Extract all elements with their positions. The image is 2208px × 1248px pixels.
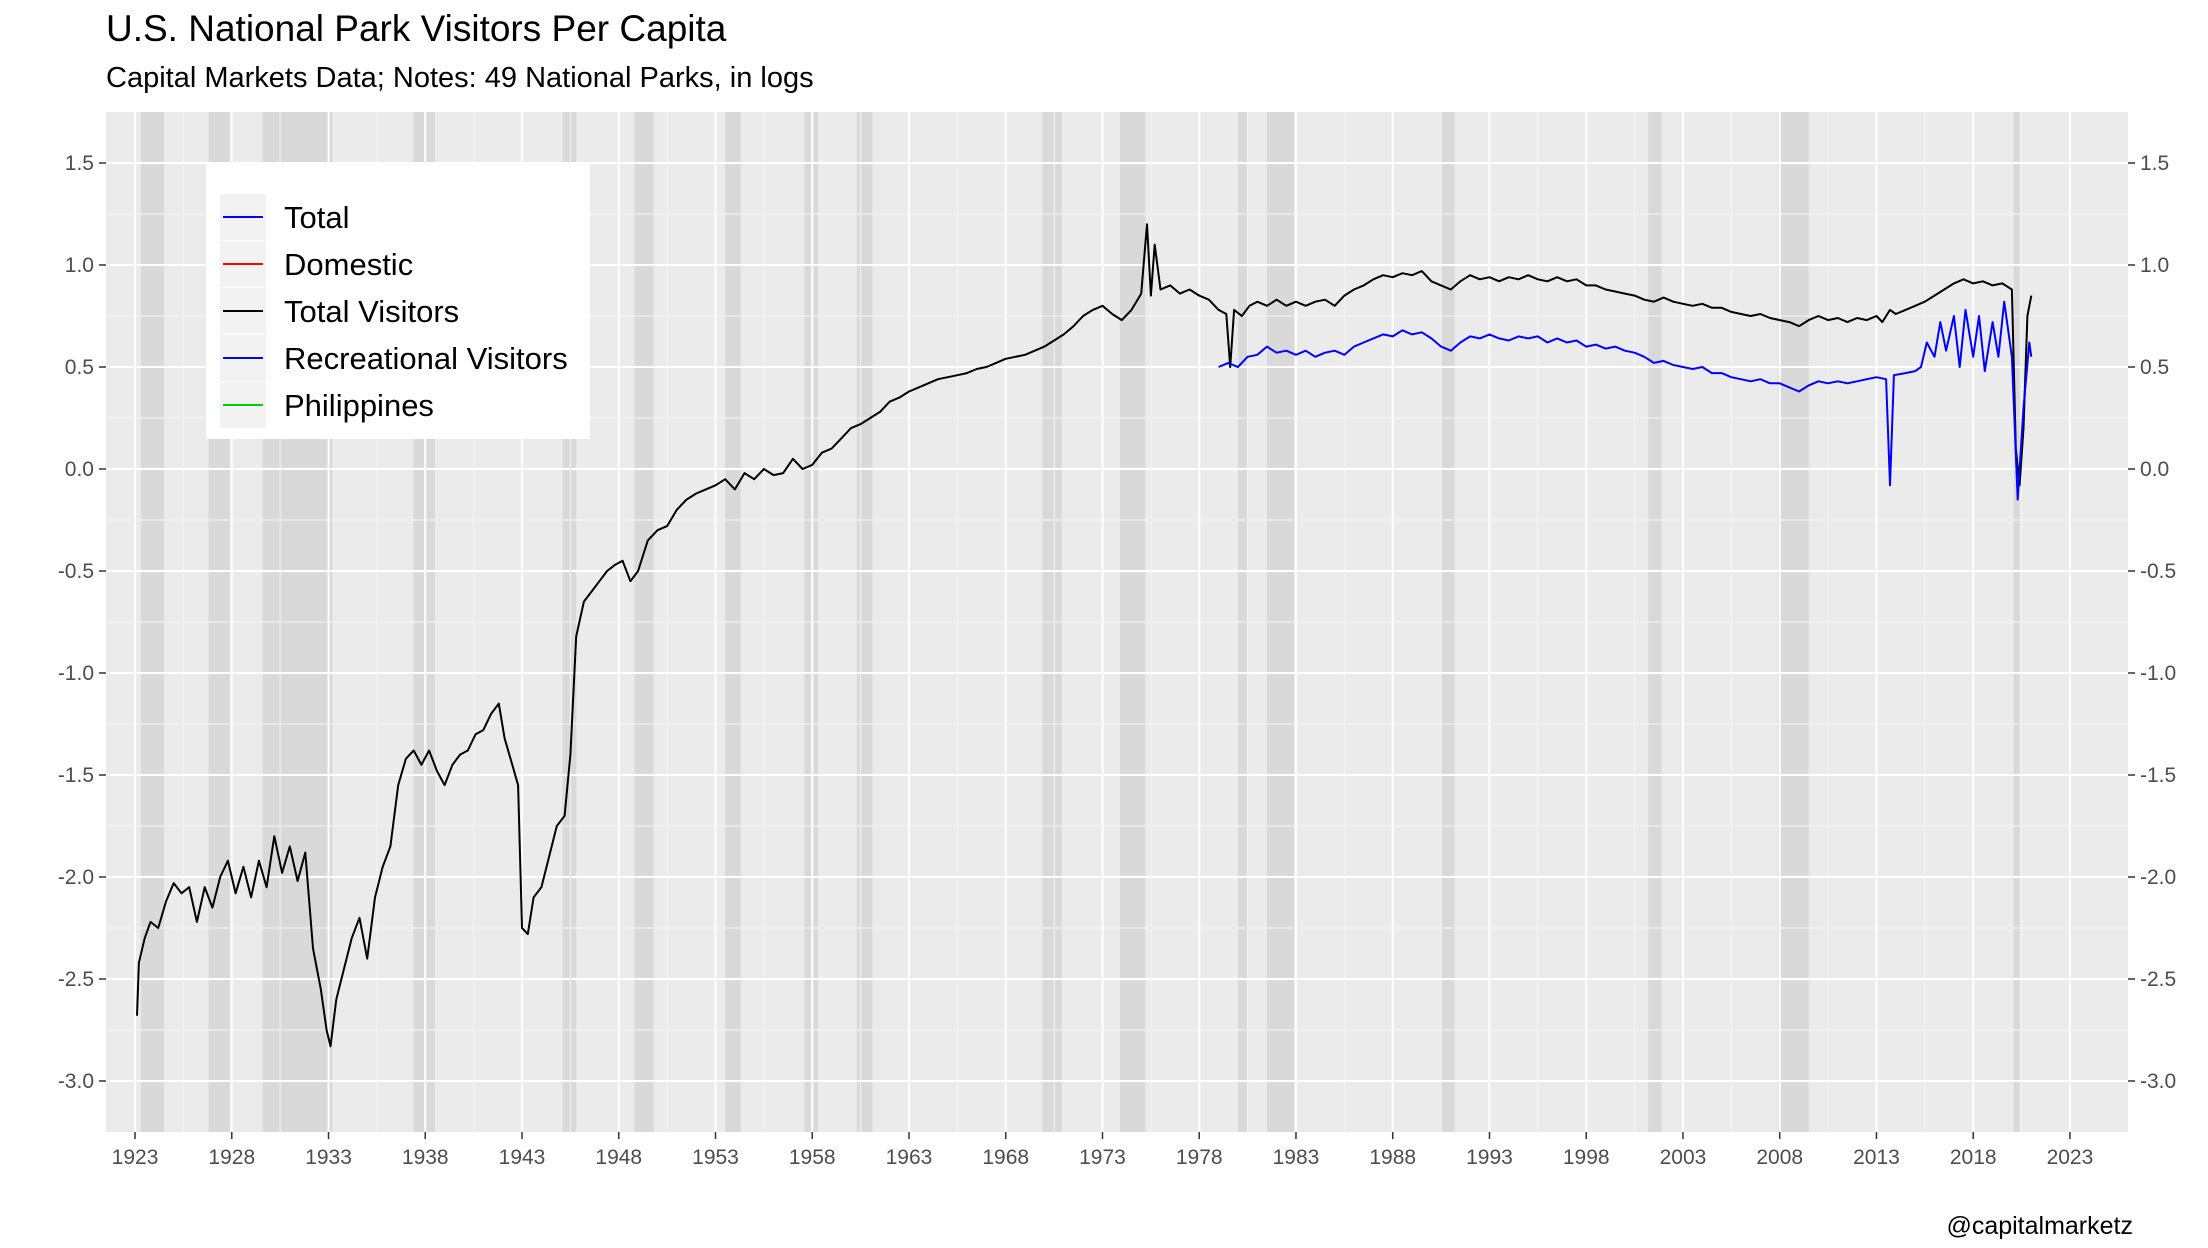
- y-tick-label-right: 0.5: [2140, 356, 2169, 379]
- series-line-total-visitors: [136, 223, 2033, 1048]
- x-tick-label: 2013: [1853, 1146, 1900, 1169]
- y-tick-label-left: -1.5: [58, 764, 94, 787]
- x-tick-label: 1983: [1273, 1146, 1320, 1169]
- x-tick-label: 1978: [1176, 1146, 1223, 1169]
- series-lines: [136, 223, 2033, 1048]
- x-tick-label: 1988: [1369, 1146, 1416, 1169]
- legend-box: [206, 163, 590, 439]
- legend-label: Recreational Visitors: [284, 341, 568, 376]
- x-tick-label: 1948: [595, 1146, 642, 1169]
- x-tick-label: 2008: [1756, 1146, 1803, 1169]
- legend: Total Domestic Total Visitors Recreational …: [206, 163, 590, 439]
- y-tick-label-left: -2.0: [58, 866, 94, 889]
- y-tick-label-right: -1.0: [2140, 662, 2176, 685]
- x-tick-label: 1998: [1563, 1146, 1610, 1169]
- y-tick-label-left: -1.0: [58, 662, 94, 685]
- x-tick-label: 1958: [789, 1146, 836, 1169]
- y-tick-label-right: 1.5: [2140, 152, 2169, 175]
- y-tick-label-left: 1.0: [65, 254, 94, 277]
- y-tick-label-left: 0.5: [65, 356, 94, 379]
- x-tick-label: 1973: [1079, 1146, 1126, 1169]
- x-tick-label: 1938: [402, 1146, 449, 1169]
- x-tick-label: 1933: [305, 1146, 352, 1169]
- x-tick-label: 1968: [982, 1146, 1029, 1169]
- y-tick-label-right: 0.0: [2140, 458, 2169, 481]
- y-tick-label-left: -0.5: [58, 560, 94, 583]
- y-tick-label-right: -2.0: [2140, 866, 2176, 889]
- y-tick-label-right: -1.5: [2140, 764, 2176, 787]
- legend-label: Total: [284, 200, 349, 235]
- y-tick-label-left: 1.5: [65, 152, 94, 175]
- x-tick-label: 1928: [208, 1146, 255, 1169]
- legend-label: Total Visitors: [284, 294, 459, 329]
- x-tick-label: 1943: [499, 1146, 546, 1169]
- chart-caption: @capitalmarketz: [1946, 1212, 2133, 1240]
- y-tick-label-right: -2.5: [2140, 968, 2176, 991]
- x-tick-label: 2018: [1950, 1146, 1997, 1169]
- y-tick-label-left: 0.0: [65, 458, 94, 481]
- legend-label: Philippines: [284, 388, 434, 423]
- x-tick-label: 1993: [1466, 1146, 1513, 1169]
- series-line-recreational-visitors: [1218, 300, 2033, 501]
- x-tick-label: 2003: [1660, 1146, 1707, 1169]
- x-tick-label: 1953: [692, 1146, 739, 1169]
- x-tick-label: 1923: [112, 1146, 159, 1169]
- x-tick-label: 2023: [2047, 1146, 2094, 1169]
- x-tick-label: 1963: [886, 1146, 933, 1169]
- y-tick-label-right: -0.5: [2140, 560, 2176, 583]
- y-tick-label-left: -3.0: [58, 1070, 94, 1093]
- legend-label: Domestic: [284, 247, 413, 282]
- y-tick-label-right: 1.0: [2140, 254, 2169, 277]
- chart-title: U.S. National Park Visitors Per Capita: [106, 8, 727, 49]
- chart-subtitle: Capital Markets Data; Notes: 49 National…: [106, 62, 814, 94]
- y-tick-label-right: -3.0: [2140, 1070, 2176, 1093]
- y-tick-label-left: -2.5: [58, 968, 94, 991]
- axes: 1.5 1.5 1.0 1.0 0.5 0.5 0.0 0.0 -0.5 -0.5 -1.0 -1.0…: [58, 152, 2176, 1169]
